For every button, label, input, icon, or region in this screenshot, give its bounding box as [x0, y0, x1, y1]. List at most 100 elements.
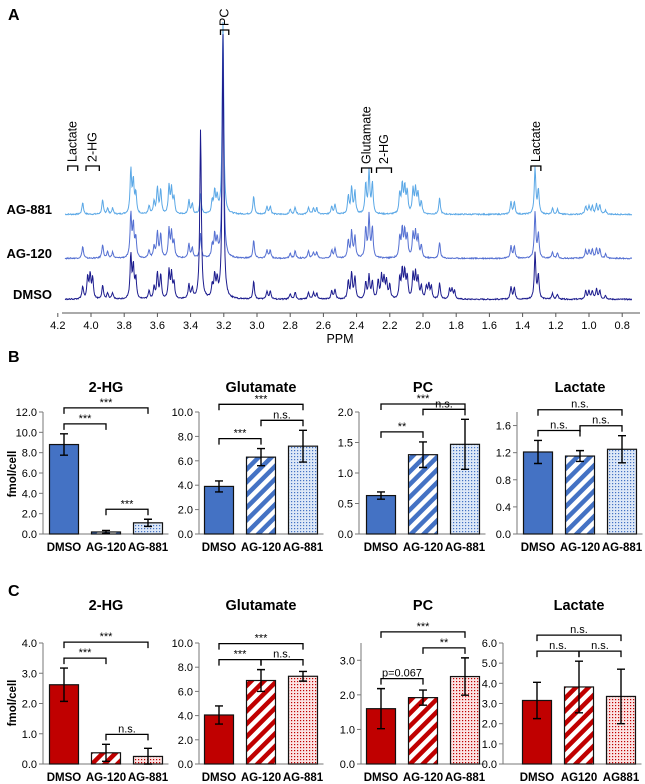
significance-label: n.s.	[549, 640, 567, 652]
bar-ag-120	[245, 456, 277, 535]
significance-bracket	[579, 425, 623, 432]
error-bar	[534, 439, 542, 465]
y-tick-label: 2.0	[22, 699, 37, 711]
y-tick-label: 0.0	[22, 529, 37, 541]
x-category-label: AG120	[561, 772, 597, 784]
significance-bracket	[63, 423, 107, 430]
y-tick-label: 6.0	[178, 456, 193, 468]
error-bar	[461, 418, 469, 471]
x-category-label: AG-881	[602, 542, 643, 554]
x-tick-label: 4.2	[50, 320, 65, 332]
y-tick-label: 0.0	[178, 529, 193, 541]
error-bar	[377, 687, 385, 730]
y-tick-label: 6.0	[482, 638, 497, 650]
x-category-label: AG-120	[403, 772, 443, 784]
bar-ag-881	[287, 675, 319, 765]
y-tick-label: 0.0	[496, 529, 511, 541]
bar-chart-c-2-hg: 2-HG fmol/cell 0.0 1.0 2.0 3.0 4.0 DMSO AG-120 AG…	[7, 598, 169, 784]
significance-label: ***	[100, 397, 114, 409]
significance-label: n.s.	[273, 649, 291, 661]
annotation-bracket	[530, 165, 542, 171]
x-tick-label: 1.4	[515, 320, 530, 332]
x-tick-label: 3.4	[183, 320, 198, 332]
y-tick-label: 0.0	[340, 759, 355, 771]
y-tick-label: 1.0	[340, 724, 355, 736]
x-category-label: DMSO	[521, 542, 556, 554]
y-tick-label: 1.0	[482, 739, 497, 751]
significance-label: ***	[417, 393, 431, 405]
y-tick-label: 8.0	[178, 662, 193, 674]
significance-label: **	[398, 421, 407, 433]
y-tick-label: 10.0	[172, 638, 193, 650]
significance-bracket	[63, 407, 149, 414]
x-tick-label: 3.2	[216, 320, 231, 332]
y-tick-label: 4.0	[178, 711, 193, 723]
y-tick-label: 0.5	[338, 499, 353, 511]
x-category-label: AG-120	[560, 542, 600, 554]
y-tick-label: 1.0	[22, 729, 37, 741]
error-bar	[257, 447, 265, 467]
error-bar	[257, 668, 265, 693]
panel-label-a: A	[8, 7, 20, 24]
y-tick-label: 2.0	[482, 719, 497, 731]
error-bar	[533, 681, 541, 720]
significance-label: n.s.	[550, 419, 568, 431]
x-tick-label: 3.8	[117, 320, 132, 332]
y-tick-label: 3.0	[22, 668, 37, 680]
error-bar	[299, 670, 307, 682]
bar-chart-b-lactate: Lactate 0.0 0.4 0.8 1.2 1.6 DMSO AG-120 AG-881 n.…	[496, 380, 643, 554]
annotation-label: 2-HG	[377, 134, 391, 164]
chart-title: 2-HG	[89, 380, 124, 396]
significance-label: ***	[255, 633, 269, 645]
x-tick-label: 3.6	[150, 320, 165, 332]
y-tick-label: 3.0	[482, 699, 497, 711]
x-axis-title: PPM	[326, 332, 353, 346]
significance-bracket	[218, 403, 304, 411]
bar-ag-120	[245, 679, 277, 765]
y-tick-label: 5.0	[482, 658, 497, 670]
bar-chart-b-2-hg: 2-HG fmol/cell 0.0 2.0 4.0 6.0 8.0 10.0 12.0 DMSO…	[7, 380, 169, 554]
y-axis-title: fmol/cell	[7, 451, 19, 498]
error-bar	[575, 660, 583, 714]
significance-bracket	[380, 631, 466, 638]
bar-ag-120	[564, 455, 596, 535]
x-category-label: AG-881	[128, 772, 169, 784]
x-category-label: DMSO	[202, 542, 237, 554]
y-tick-label: 2.0	[178, 505, 193, 517]
significance-bracket	[380, 431, 424, 438]
significance-label: ***	[100, 631, 114, 643]
x-tick-label: 1.6	[482, 320, 497, 332]
y-tick-label: 12.0	[16, 407, 37, 419]
significance-label: ***	[255, 393, 269, 405]
bar-chart-b-glutamate: Glutamate 0.0 2.0 4.0 6.0 8.0 10.0 DMSO AG-120 AG…	[172, 380, 324, 554]
x-category-label: AG-120	[403, 542, 443, 554]
significance-bracket	[105, 733, 149, 741]
annotation-bracket	[375, 167, 393, 173]
error-bar	[377, 491, 385, 500]
chart-title: Lactate	[555, 380, 606, 396]
bar-charts: 2-HG fmol/cell 0.0 2.0 4.0 6.0 8.0 10.0 12.0 DMSO…	[7, 380, 643, 784]
spectrum-line-ag-881	[64, 22, 633, 216]
significance-label: ***	[234, 649, 248, 661]
y-tick-label: 2.0	[338, 407, 353, 419]
significance-bracket	[105, 508, 149, 516]
y-tick-label: 3.0	[340, 655, 355, 667]
error-bar	[144, 518, 152, 528]
panel-label-b: B	[8, 349, 20, 366]
significance-bracket	[380, 677, 424, 685]
error-bar	[102, 529, 110, 535]
y-tick-label: 1.2	[496, 448, 511, 460]
chart-title: Glutamate	[226, 598, 297, 614]
y-tick-label: 0.0	[22, 759, 37, 771]
significance-label: n.s.	[118, 723, 136, 735]
spectrum-label: AG-881	[6, 202, 52, 217]
significance-label: **	[440, 637, 449, 649]
significance-label: n.s.	[571, 399, 589, 411]
spectrum-line-ag-120	[64, 38, 632, 260]
y-tick-label: 0.0	[338, 529, 353, 541]
annotation-label: Lactate	[529, 121, 543, 162]
error-bar	[144, 747, 152, 765]
significance-label: ***	[79, 647, 93, 659]
